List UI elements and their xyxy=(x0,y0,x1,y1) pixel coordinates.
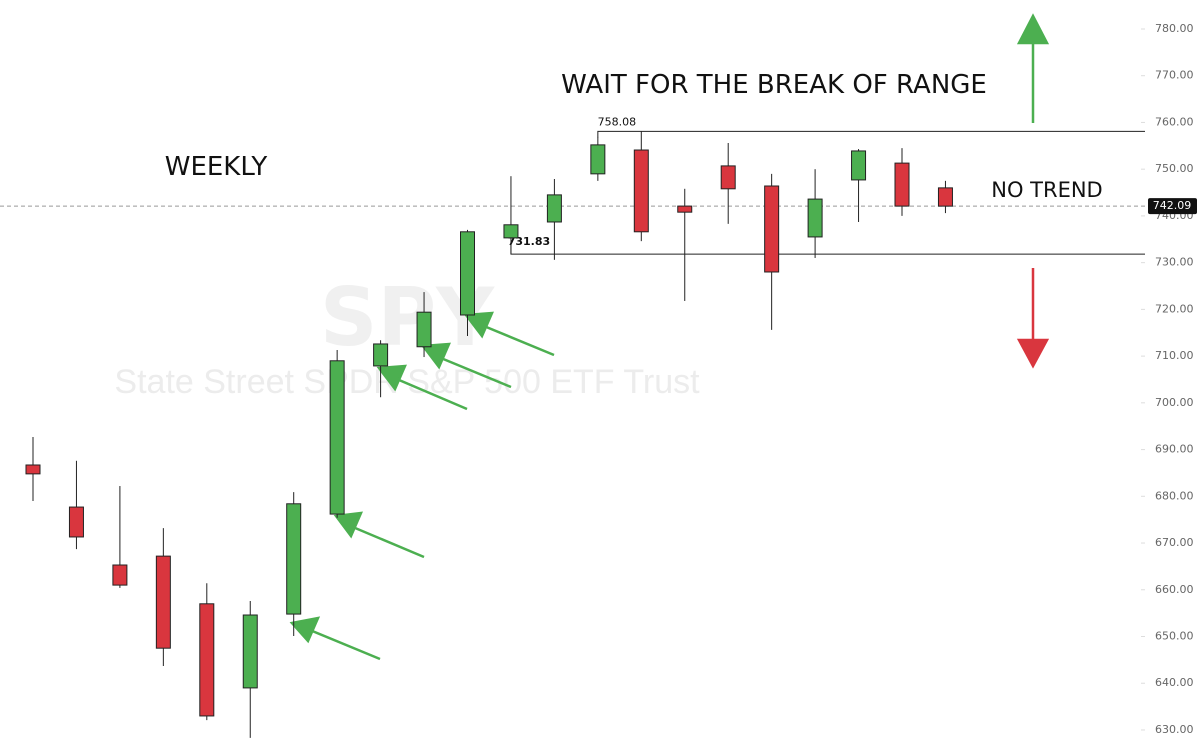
candle-body xyxy=(286,503,302,615)
y-tick-label: 760.00 xyxy=(1155,115,1194,128)
candle-body xyxy=(68,506,84,538)
candle-body xyxy=(851,150,867,181)
annotation: NO TREND xyxy=(991,178,1102,202)
down-arrow-group xyxy=(1016,268,1050,369)
last-price-box xyxy=(1148,198,1197,215)
candle-body xyxy=(937,187,953,207)
pointer-arrow xyxy=(391,375,468,411)
pointer-arrow xyxy=(435,354,512,389)
y-tick-label: 710.00 xyxy=(1155,349,1194,362)
arrow-head xyxy=(376,364,407,392)
range-high-line xyxy=(597,130,1145,138)
candle-body xyxy=(242,614,258,689)
y-tick-label: 650.00 xyxy=(1155,630,1194,643)
candle-body xyxy=(807,198,823,238)
y-tick-label: 730.00 xyxy=(1155,256,1194,269)
y-tick-label: 660.00 xyxy=(1155,583,1194,596)
y-tick-label: 750.00 xyxy=(1155,162,1194,175)
annotation: WEEKLY xyxy=(165,152,268,182)
candle-body xyxy=(416,311,432,348)
candle-body xyxy=(590,144,606,175)
y-tick-label: 640.00 xyxy=(1155,676,1194,689)
candle-body xyxy=(199,603,215,717)
y-tick-label: 700.00 xyxy=(1155,396,1194,409)
y-tick-label: 770.00 xyxy=(1155,69,1194,82)
y-tick-label: 670.00 xyxy=(1155,536,1194,549)
range-low-line xyxy=(510,242,1145,255)
last-price-label: 742.09 xyxy=(1153,199,1192,212)
y-tick-label: 680.00 xyxy=(1155,489,1194,502)
candle-body xyxy=(329,360,345,515)
y-tick-label: 780.00 xyxy=(1155,22,1194,35)
arrow-head xyxy=(1016,338,1050,369)
pointer-arrow xyxy=(347,523,425,559)
arrow-head xyxy=(333,511,364,539)
y-tick-label: 690.00 xyxy=(1155,443,1194,456)
pointer-arrow xyxy=(478,322,555,357)
arrow-head xyxy=(463,311,494,339)
arrow-head xyxy=(289,616,321,644)
arrows xyxy=(289,13,1050,661)
range-high-label: 758.08 xyxy=(598,115,637,128)
candle-body xyxy=(764,185,780,273)
candle-body xyxy=(112,564,128,586)
candle-body xyxy=(894,162,910,207)
arrow-head xyxy=(1016,13,1050,45)
candle-body xyxy=(546,194,562,223)
y-tick-label: 630.00 xyxy=(1155,723,1194,736)
candle-body xyxy=(155,555,171,649)
chart-title: WAIT FOR THE BREAK OF RANGE xyxy=(561,70,987,100)
candle-body xyxy=(25,464,41,475)
candle-body xyxy=(633,149,649,233)
candle-body xyxy=(677,205,693,213)
y-tick-label: 720.00 xyxy=(1155,302,1194,315)
candle-body xyxy=(503,224,519,239)
candle-body xyxy=(460,231,475,316)
candle-body xyxy=(373,343,389,367)
pointer-arrow xyxy=(304,626,381,661)
watermark-name: State Street SPDR S&P 500 ETF Trust xyxy=(114,363,700,401)
candle-body xyxy=(720,165,736,190)
arrow-head xyxy=(420,342,451,370)
